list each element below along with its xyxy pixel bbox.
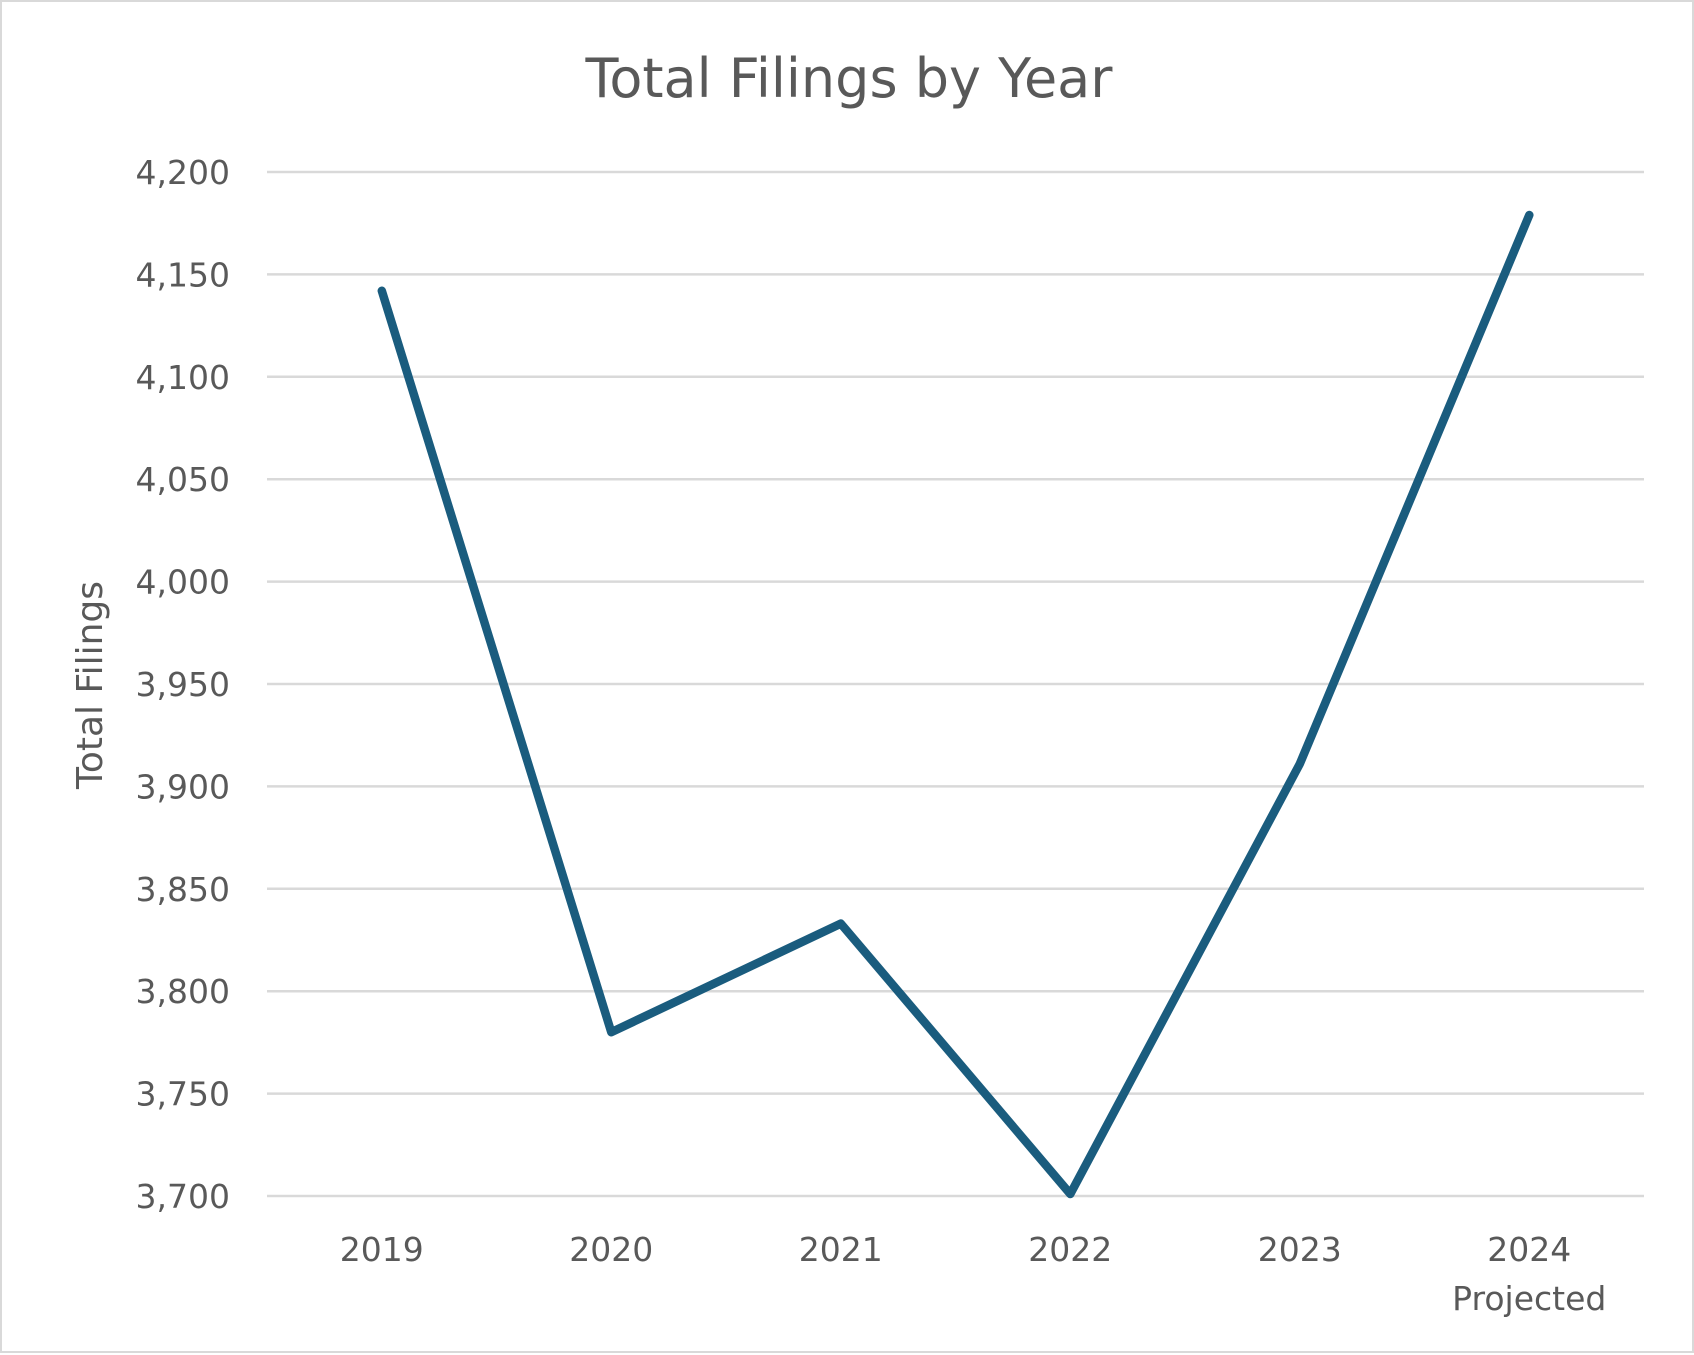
- series-line: [382, 215, 1530, 1194]
- y-tick-label: 3,800: [136, 972, 230, 1011]
- y-tick-label: 3,900: [136, 767, 230, 806]
- x-tick-label: 2019: [340, 1230, 424, 1269]
- y-tick-label: 4,150: [136, 255, 230, 294]
- x-tick-label: 2022: [1028, 1230, 1112, 1269]
- x-tick-sublabel: Projected: [1452, 1279, 1606, 1318]
- gridlines: [267, 172, 1644, 1196]
- x-axis-ticks: 2019 2020 2021 2022 2023 2024 Projected: [340, 1230, 1607, 1318]
- y-tick-label: 4,100: [136, 358, 230, 397]
- y-tick-label: 3,700: [136, 1177, 230, 1216]
- x-tick-label: 2024: [1487, 1230, 1571, 1269]
- chart-title: Total Filings by Year: [585, 47, 1114, 110]
- y-tick-label: 4,050: [136, 460, 230, 499]
- series-layer: [382, 215, 1530, 1194]
- x-tick-label: 2020: [569, 1230, 653, 1269]
- y-tick-label: 3,750: [136, 1075, 230, 1114]
- y-tick-label: 4,200: [136, 153, 230, 192]
- y-axis-title: Total Filings: [70, 581, 111, 790]
- y-axis-ticks: 3,700 3,750 3,800 3,850 3,900 3,950 4,000 4,050…: [136, 153, 230, 1216]
- x-tick-label: 2023: [1258, 1230, 1342, 1269]
- y-tick-label: 3,950: [136, 665, 230, 704]
- y-tick-label: 4,000: [136, 563, 230, 602]
- y-tick-label: 3,850: [136, 870, 230, 909]
- x-tick-label: 2021: [799, 1230, 883, 1269]
